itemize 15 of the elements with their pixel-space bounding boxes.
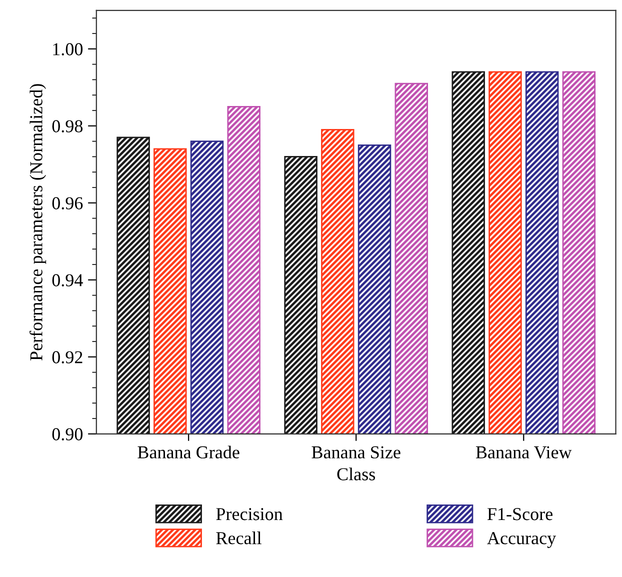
legend-label: Accuracy <box>487 532 556 548</box>
y-tick-label: 0.96 <box>52 197 83 210</box>
legend-label: Recall <box>216 532 262 544</box>
x-tick-label: Banana Size <box>312 446 400 458</box>
x-tick-label: Banana Grade <box>138 446 240 458</box>
y-tick-label: 0.94 <box>52 274 83 286</box>
legend-label: F1-Score <box>487 508 552 520</box>
legend-label: Precision <box>216 508 283 520</box>
y-axis-title: Performance parameters (Normalized) <box>30 84 46 360</box>
y-tick-label: 0.90 <box>52 428 83 440</box>
y-tick-label: 0.92 <box>52 351 82 364</box>
y-tick-label: 1.00 <box>53 43 83 56</box>
x-axis-title: Class <box>337 468 376 480</box>
x-tick-label: Banana View <box>476 446 572 459</box>
y-tick-label: 0.98 <box>52 120 83 132</box>
